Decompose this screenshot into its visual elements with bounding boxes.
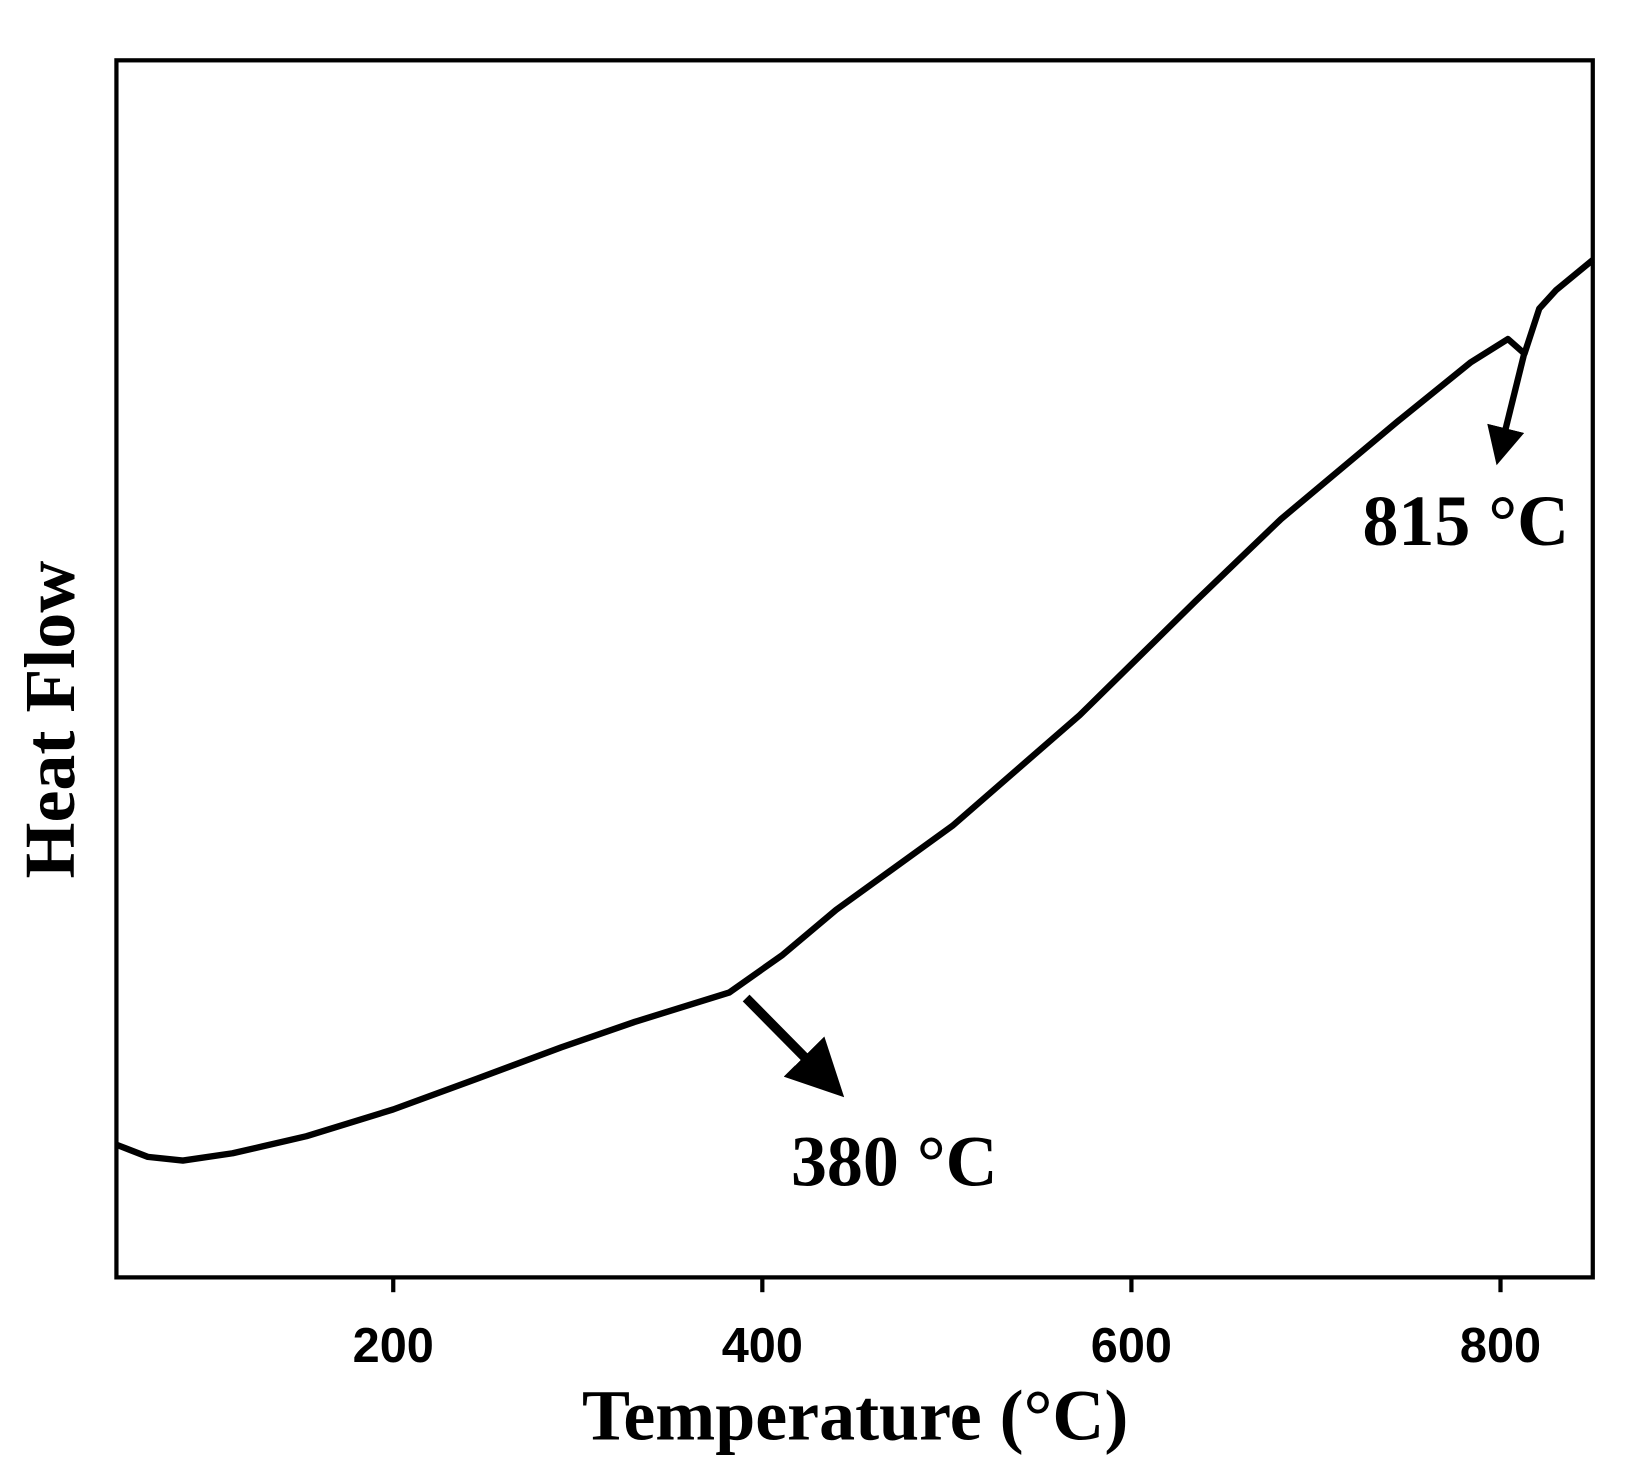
x-tick-label: 200: [353, 1319, 434, 1373]
annotation-arrow: [742, 994, 845, 1098]
y-axis-title: Heat Flow: [10, 561, 90, 879]
x-axis-title: Temperature (°C): [582, 1375, 1128, 1455]
x-tick-label: 400: [722, 1319, 803, 1373]
annotation-arrow: [1487, 353, 1528, 466]
x-tick-label: 600: [1091, 1319, 1172, 1373]
annotation: 815 °C: [1362, 481, 1569, 561]
data-line: [115, 257, 1595, 1164]
plot-frame: [114, 58, 1595, 1280]
x-tick-label: 800: [1460, 1319, 1541, 1373]
annotation: 380 °C: [791, 1121, 998, 1201]
